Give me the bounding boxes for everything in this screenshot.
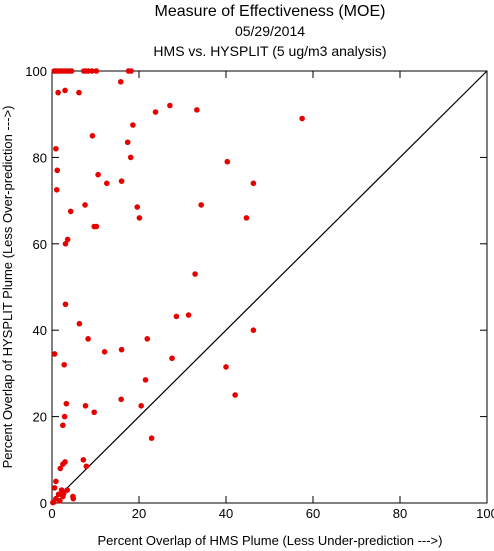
x-tick-label: 80: [393, 506, 407, 521]
data-point: [62, 241, 69, 247]
chart-subtitle-date: 05/29/2014: [235, 23, 305, 39]
data-point: [299, 115, 305, 122]
data-point: [89, 68, 95, 74]
x-axis-label: Percent Overlap of HMS Plume (Less Under…: [98, 533, 443, 548]
data-point: [85, 336, 91, 342]
y-tick-label: 100: [25, 64, 47, 79]
y-tick-label: 20: [33, 410, 47, 425]
data-point: [243, 215, 250, 221]
data-point: [144, 336, 151, 342]
data-point: [192, 271, 198, 277]
data-point: [95, 171, 101, 178]
data-point: [93, 68, 100, 74]
data-point: [118, 178, 125, 184]
data-point: [53, 145, 59, 152]
data-point: [76, 89, 82, 96]
data-point: [83, 463, 90, 470]
data-point: [62, 87, 68, 94]
data-point: [53, 187, 60, 193]
data-point: [51, 351, 58, 357]
data-point: [60, 422, 66, 429]
data-point: [232, 392, 238, 398]
data-point: [194, 107, 200, 113]
data-point: [60, 490, 67, 497]
data-point: [55, 491, 62, 498]
data-point: [53, 478, 59, 485]
data-point: [173, 313, 180, 320]
data-point: [82, 202, 88, 208]
data-point: [101, 349, 108, 355]
data-point: [70, 495, 77, 502]
data-point: [64, 487, 71, 493]
data-point: [224, 158, 231, 165]
data-point: [127, 154, 134, 161]
data-point: [89, 133, 96, 139]
chart-title: Measure of Effectiveness (MOE): [155, 3, 386, 20]
y-tick-label: 80: [33, 150, 47, 165]
data-point: [130, 122, 136, 128]
data-point: [223, 364, 229, 370]
data-point: [76, 320, 83, 327]
data-point: [61, 361, 67, 368]
data-point: [138, 403, 144, 409]
data-point: [142, 377, 149, 383]
data-point: [185, 312, 192, 318]
data-point: [118, 346, 125, 353]
data-point: [117, 79, 124, 85]
x-tick-label: 0: [48, 506, 55, 521]
data-point: [167, 102, 173, 109]
x-tick-label: 40: [219, 506, 233, 521]
data-point: [198, 202, 205, 208]
data-point: [51, 485, 58, 491]
data-point: [118, 396, 124, 403]
data-point: [60, 461, 66, 467]
data-point: [91, 409, 97, 416]
data-point: [68, 68, 75, 74]
data-point: [128, 68, 134, 74]
data-point: [80, 457, 87, 463]
y-tick-label: 0: [40, 496, 47, 511]
chart-subtitle-analysis: HMS vs. HYSPLIT (5 ug/m3 analysis): [153, 43, 386, 59]
data-point: [64, 236, 71, 243]
data-point: [250, 180, 257, 187]
data-point: [55, 89, 61, 96]
x-tick-label: 60: [306, 506, 320, 521]
y-tick-label: 60: [33, 237, 47, 252]
data-point: [63, 400, 70, 407]
data-point: [148, 435, 155, 442]
data-point: [61, 413, 68, 420]
data-point: [250, 327, 257, 334]
x-tick-label: 100: [476, 506, 494, 521]
y-tick-label: 40: [33, 323, 47, 338]
data-point: [136, 215, 143, 221]
x-tick-label: 20: [132, 506, 146, 521]
data-point: [152, 109, 159, 115]
data-point: [62, 301, 69, 308]
data-point: [169, 355, 175, 362]
data-point: [104, 180, 110, 187]
data-point: [54, 167, 61, 174]
data-point: [53, 495, 59, 502]
data-point: [67, 208, 74, 215]
data-point: [50, 499, 56, 506]
plot-frame: [51, 70, 488, 504]
one-to-one-reference-line: [51, 70, 488, 504]
data-point: [57, 465, 64, 472]
data-point: [93, 223, 100, 230]
plot-area: 0 20 40 60 80 100 0 20 40 60 80 100: [25, 64, 494, 521]
data-point: [82, 403, 89, 409]
y-axis-label: Percent Overlap of HYSPLIT Plume (Less O…: [0, 106, 15, 469]
data-point: [134, 204, 141, 210]
data-point: [124, 139, 131, 146]
